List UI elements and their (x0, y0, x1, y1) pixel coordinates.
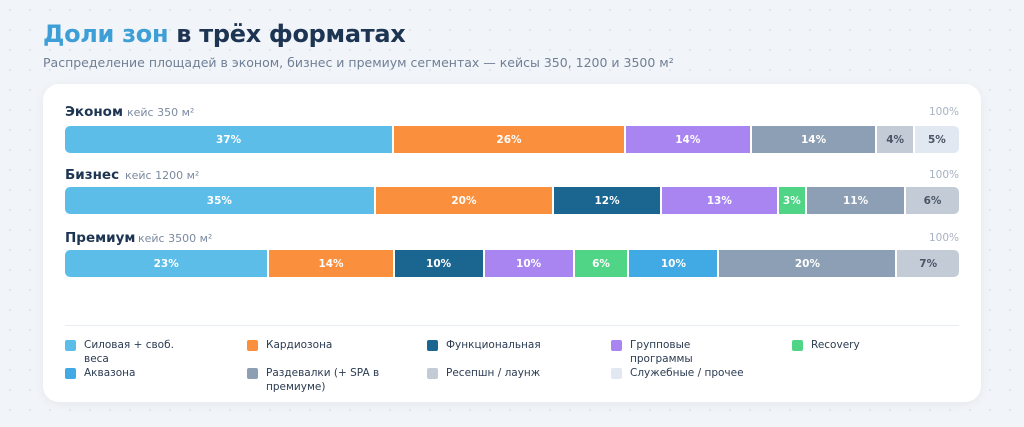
row-case-label: кейс 3500 м² (138, 232, 213, 245)
stacked-bar: 35% 20% 12% 13% 3% 11% 6% (65, 187, 959, 214)
bar-segment-reception: 6% (906, 187, 959, 214)
legend-label: Служебные / прочее (630, 367, 744, 379)
bar-segment-functional: 10% (394, 250, 483, 277)
legend-item-service: Служебные / прочее (611, 366, 748, 380)
legend-swatch (247, 368, 258, 379)
page-title-rest: в трёх форматах (168, 20, 406, 48)
page-title: Доли зон в трёх форматах (43, 20, 406, 48)
page-subtitle: Распределение площадей в эконом, бизнес … (43, 55, 674, 70)
bar-segment-reception: 4% (877, 126, 913, 153)
row-total-label: 100% (928, 169, 959, 181)
legend-label: Силовая + своб. веса (84, 339, 174, 365)
bar-segment-recovery: 3% (778, 187, 806, 214)
stacked-bar: 37% 26% 14% 14% 4% 5% (65, 126, 959, 153)
legend-item-recovery: Recovery (792, 338, 929, 352)
legend-item-functional: Функциональная (427, 338, 564, 352)
bar-segment-lockers: 14% (751, 126, 876, 153)
bar-segment-group: 14% (625, 126, 750, 153)
legend-divider (65, 325, 959, 326)
row-name: Премиум (65, 230, 136, 246)
row-name: Бизнес (65, 167, 120, 183)
bar-segment-group: 13% (661, 187, 777, 214)
legend-label: Групповые программы (630, 339, 693, 365)
legend-label: Recovery (811, 339, 860, 351)
legend-swatch (611, 340, 622, 351)
legend-swatch (427, 368, 438, 379)
legend-label: Аквазона (84, 367, 136, 379)
bar-segment-aqua: 10% (629, 250, 718, 277)
bar-segment-functional: 12% (554, 187, 660, 214)
bar-segment-lockers: 20% (719, 250, 896, 277)
bar-segment-recovery: 6% (574, 250, 628, 277)
legend-label: Раздевалки (+ SPA в премиуме) (266, 367, 380, 393)
row-total-label: 100% (928, 232, 959, 244)
bar-segment-cardio: 26% (394, 126, 624, 153)
legend-swatch (247, 340, 258, 351)
row-name: Эконом (65, 104, 123, 120)
row-case-label: кейс 350 м² (127, 106, 195, 119)
page-title-accent: Доли зон (43, 20, 169, 48)
legend-swatch (65, 340, 76, 351)
legend-swatch (427, 340, 438, 351)
bar-segment-cardio: 20% (375, 187, 553, 214)
legend-item-lockers: Раздевалки (+ SPA в премиуме) (247, 366, 384, 394)
legend-swatch (611, 368, 622, 379)
row-case-label: кейс 1200 м² (125, 169, 200, 182)
stacked-bar: 23% 14% 10% 10% 6% 10% 20% 7% (65, 250, 959, 277)
legend-label: Функциональная (446, 339, 541, 351)
legend-item-group: Групповые программы (611, 338, 748, 366)
bar-segment-reception: 7% (897, 250, 959, 277)
bar-segment-strength: 35% (65, 187, 374, 214)
legend-label: Кардиозона (266, 339, 333, 351)
bar-segment-strength: 37% (65, 126, 393, 153)
legend-label: Ресепшн / лаунж (446, 367, 541, 379)
legend-item-cardio: Кардиозона (247, 338, 384, 352)
legend-swatch (65, 368, 76, 379)
bar-segment-cardio: 14% (269, 250, 393, 277)
row-header: Бизнес кейс 1200 м² 100% (65, 167, 959, 187)
row-header: Эконом кейс 350 м² 100% (65, 104, 959, 124)
bar-segment-service: 5% (914, 126, 959, 153)
bar-segment-strength: 23% (65, 250, 268, 277)
legend-item-aqua: Аквазона (65, 366, 202, 380)
row-total-label: 100% (928, 106, 959, 118)
legend-item-reception: Ресепшн / лаунж (427, 366, 564, 380)
bar-segment-lockers: 11% (807, 187, 905, 214)
legend-item-strength: Силовая + своб. веса (65, 338, 202, 366)
chart-card: Эконом кейс 350 м² 100% 37% 26% 14% 14% 4% 5% Биз… (43, 84, 981, 402)
bar-segment-group: 10% (484, 250, 573, 277)
row-header: Премиум кейс 3500 м² 100% (65, 230, 959, 250)
legend-swatch (792, 340, 803, 351)
